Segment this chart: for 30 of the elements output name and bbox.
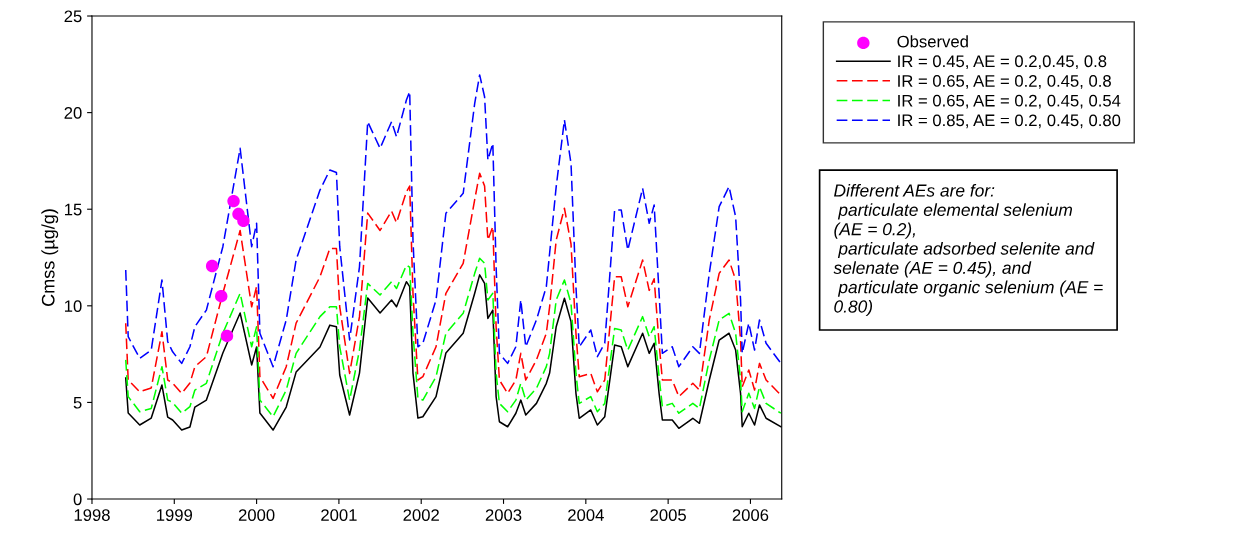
y-axis-title: Cmss (µg/g) (41, 209, 59, 306)
x-tick-label: 2000 (238, 509, 275, 521)
line-series (124, 257, 782, 418)
legend-label: IR = 0.65, AE = 0.2, 0.45, 0.8 (898, 75, 1111, 89)
point (220, 329, 234, 343)
legend-label: IR = 0.65, AE = 0.2, 0.45, 0.54 (898, 94, 1121, 109)
point (205, 259, 219, 273)
x-tick-label: 2002 (403, 509, 439, 521)
y-tick-label: 20 (64, 107, 82, 119)
x-tick-label: 2003 (485, 509, 522, 521)
y-tick-label: 0 (73, 493, 82, 506)
x-tick-label: 1999 (157, 509, 193, 521)
y-tick-label: 25 (64, 10, 82, 23)
point (214, 289, 228, 303)
line-series (124, 74, 782, 368)
point (227, 194, 240, 208)
x-tick-label: 2004 (568, 509, 604, 521)
x-tick-label: 2005 (650, 509, 686, 521)
line-series (124, 172, 782, 400)
legend-label: Observed (897, 35, 968, 48)
y-tick-label: 10 (64, 300, 82, 313)
x-tick-label: 2001 (321, 509, 357, 521)
text: Different AEs are for: particulate elemental selenium (AE = 0.2), particulate adsorbed selenite and selenate (AE = 0.45), and particulate organic selenium (AE = 0.80) (833, 183, 1103, 317)
y-tick-label: 5 (73, 396, 82, 409)
x-tick-label: 1998 (74, 509, 110, 521)
x-tick-label: 2006 (732, 509, 769, 521)
y-tick-label: 15 (64, 203, 82, 216)
point (237, 214, 250, 228)
legend-label: IR = 0.45, AE = 0.2,0.45, 0.8 (898, 55, 1107, 70)
legend-label: IR = 0.85, AE = 0.2, 0.45, 0.80 (898, 114, 1121, 129)
